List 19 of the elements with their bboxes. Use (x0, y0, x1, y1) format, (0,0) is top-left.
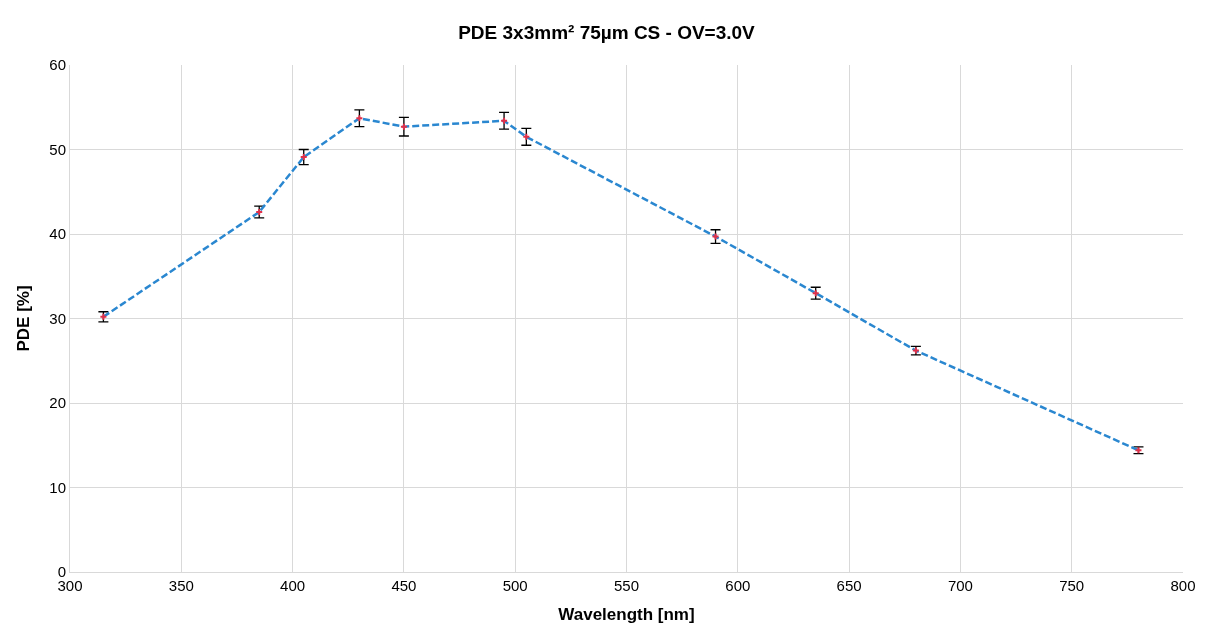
y-axis-title: PDE [%] (13, 285, 33, 352)
y-tick-label: 50 (49, 140, 66, 158)
y-tick-label: 10 (49, 478, 66, 496)
y-tick-label: 40 (49, 225, 66, 243)
x-tick-label: 750 (1059, 577, 1085, 594)
x-axis-title: Wavelength [nm] (558, 605, 695, 625)
x-tick-label: 550 (613, 577, 640, 594)
y-tick-label: 30 (49, 309, 66, 327)
chart-title: PDE 3x3mm² 75µm CS - OV=3.0V (458, 21, 756, 43)
x-tick-label: 400 (280, 577, 306, 594)
x-tick-label: 700 (947, 577, 973, 594)
x-tick-label: 450 (391, 577, 417, 594)
y-tick-label: 20 (49, 394, 66, 412)
y-tick-label: 60 (49, 56, 66, 74)
x-tick-label: 350 (168, 577, 194, 594)
x-tick-label: 500 (502, 577, 528, 594)
x-tick-label: 650 (836, 577, 862, 594)
x-tick-label: 600 (725, 577, 751, 594)
x-tick-label: 800 (1170, 577, 1196, 594)
